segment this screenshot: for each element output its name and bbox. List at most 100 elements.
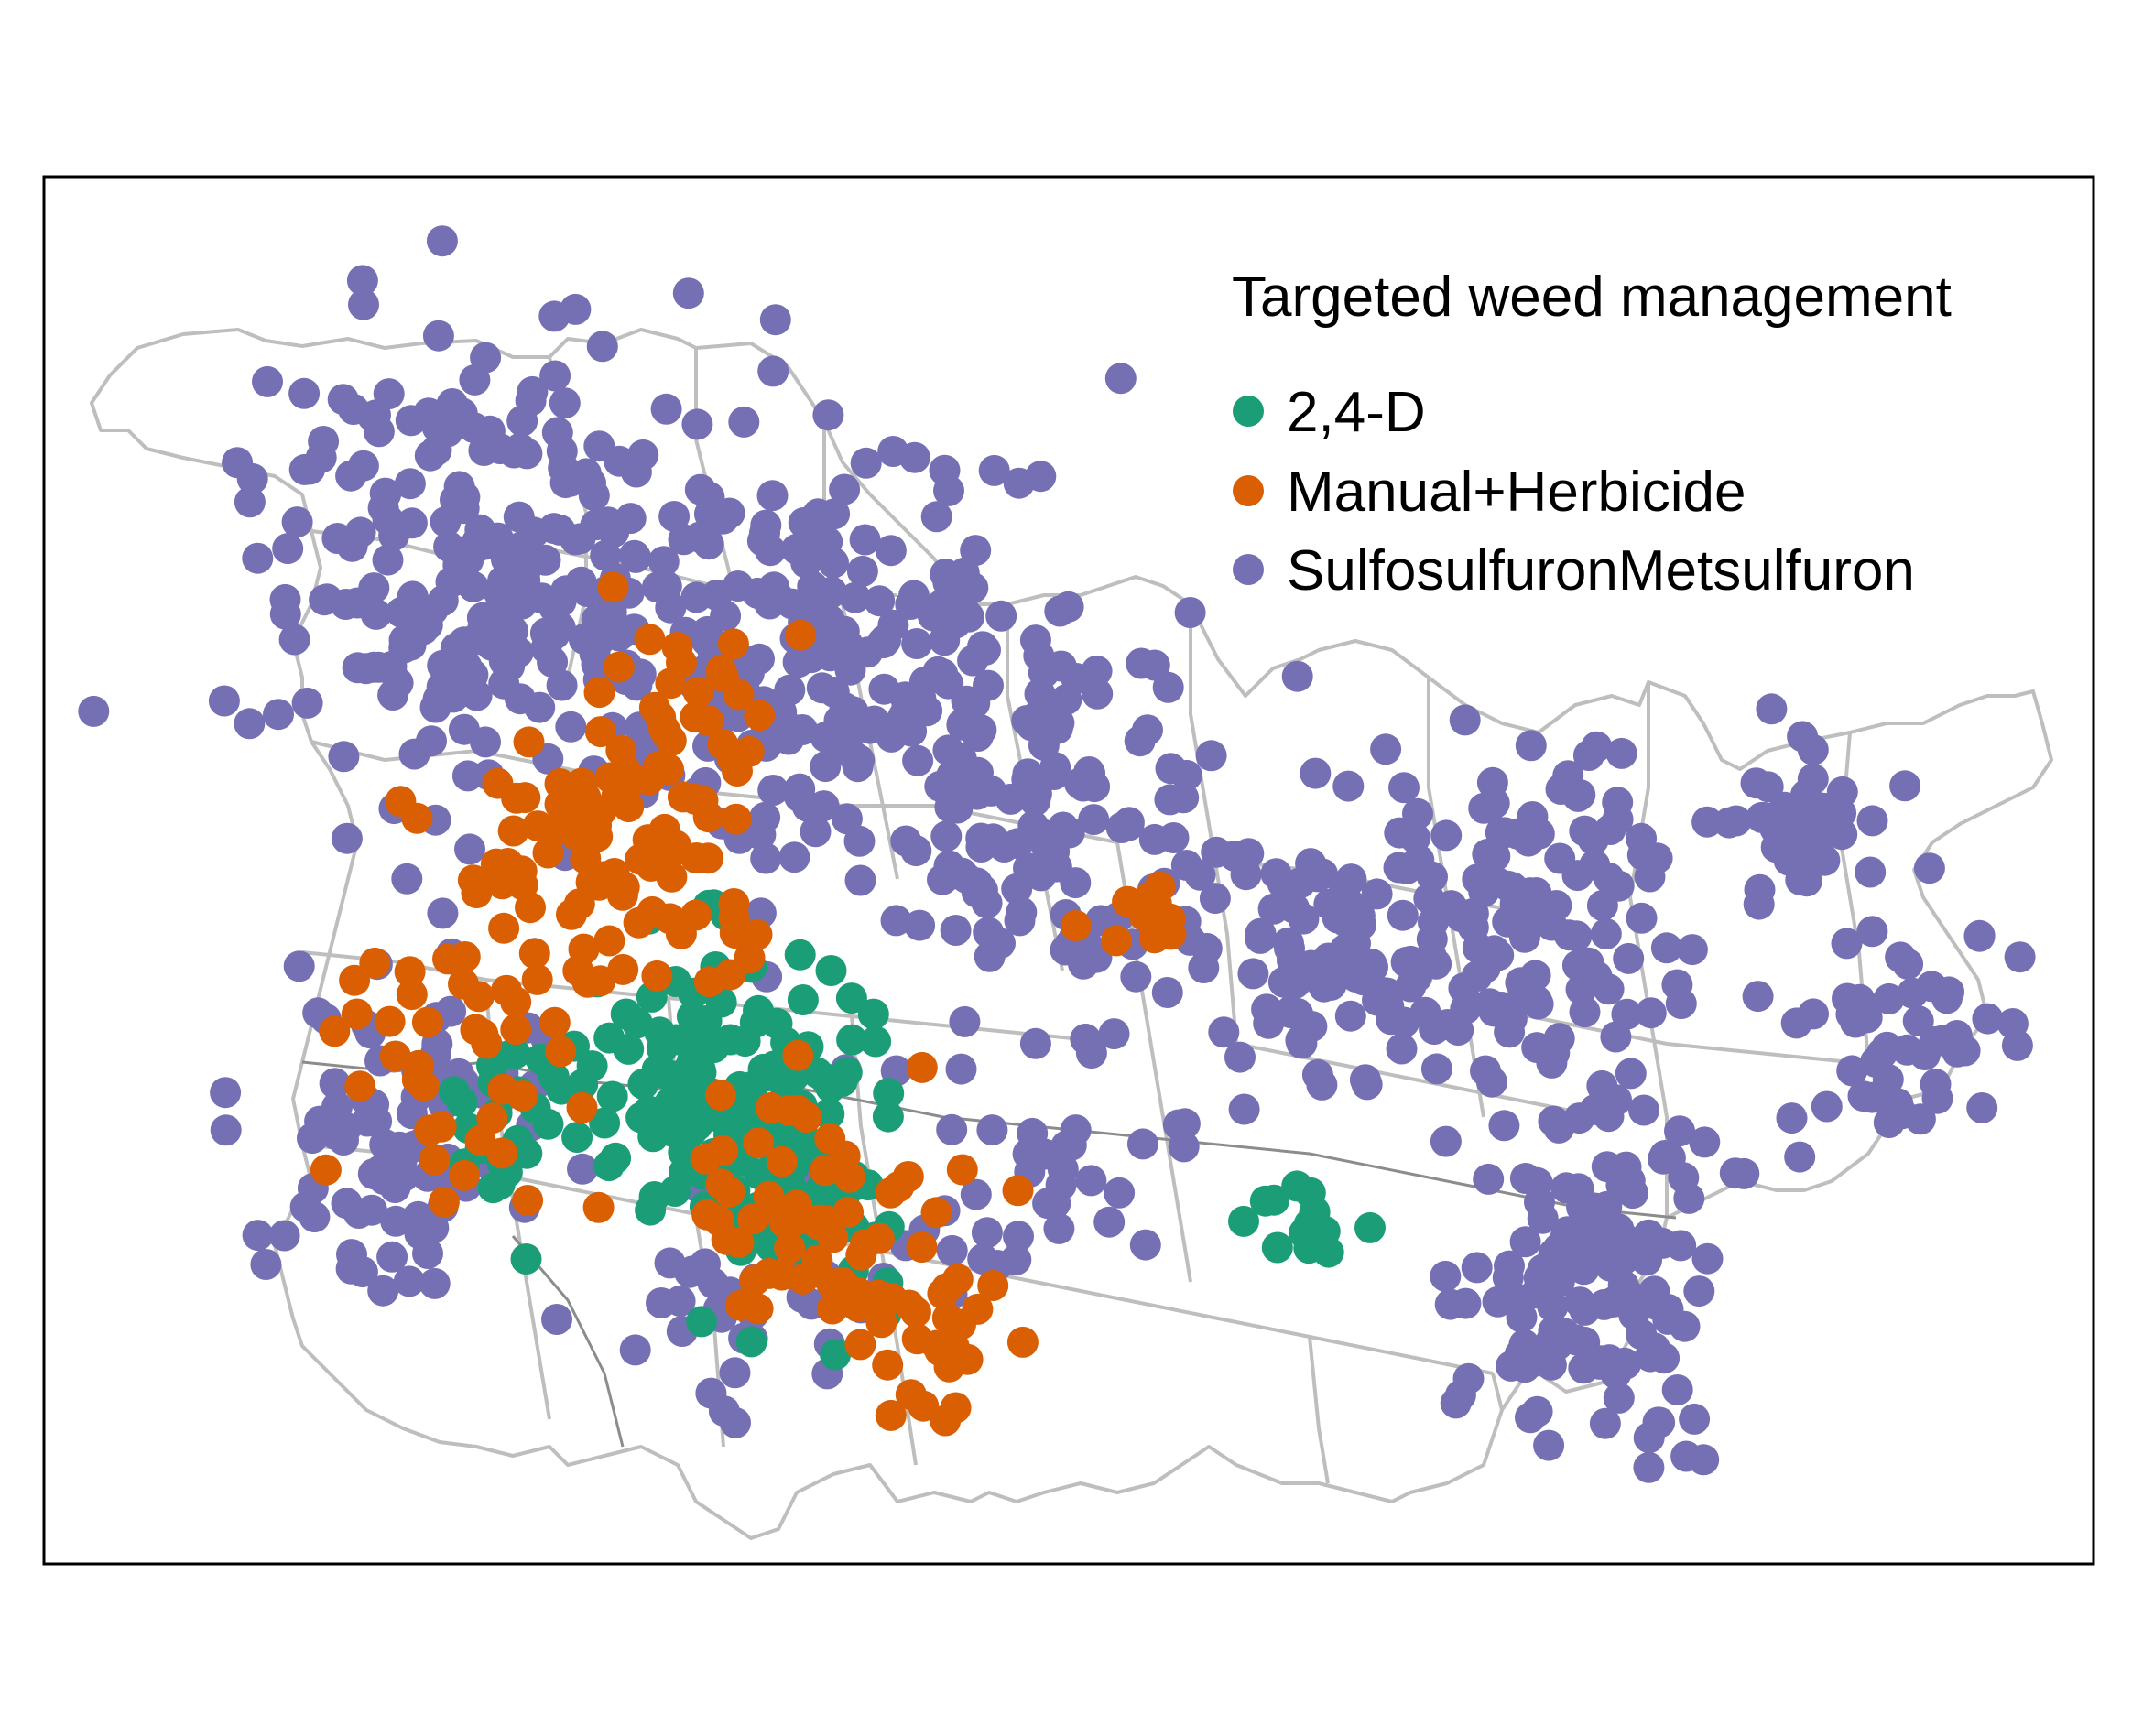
farm-point <box>762 580 794 613</box>
farm-point <box>1825 797 1857 829</box>
farm-point <box>1776 1102 1808 1134</box>
farm-point <box>872 1101 904 1133</box>
farm-point <box>1152 671 1184 703</box>
farm-point <box>328 741 360 773</box>
farm-point <box>1603 1382 1635 1414</box>
farm-point <box>1251 993 1283 1025</box>
farm-point <box>586 867 618 898</box>
farm-point <box>515 385 547 417</box>
farm-point <box>805 585 837 616</box>
farm-point <box>632 824 664 856</box>
farm-point <box>610 754 641 787</box>
farm-point <box>491 974 522 1006</box>
legend-title: Targeted weed management <box>1232 266 1952 329</box>
farm-point <box>1299 1199 1331 1230</box>
farm-point <box>78 695 110 727</box>
farm-point <box>691 1199 723 1231</box>
farm-point <box>930 820 963 852</box>
farm-point <box>1811 1090 1843 1123</box>
farm-point <box>1593 862 1625 894</box>
farm-point <box>476 1102 508 1134</box>
farm-point <box>1430 1125 1462 1157</box>
farm-point <box>766 1145 798 1177</box>
farm-point <box>1245 917 1277 949</box>
farm-point <box>1448 972 1480 1004</box>
farm-point <box>1496 1350 1527 1382</box>
farm-point <box>843 825 876 857</box>
farm-point <box>1306 1069 1338 1101</box>
farm-point <box>1430 1260 1462 1292</box>
farm-point <box>684 473 716 505</box>
farm-point <box>1151 977 1183 1008</box>
farm-point <box>1913 852 1945 884</box>
farm-point <box>374 1005 406 1037</box>
farm-point <box>1233 838 1265 870</box>
farm-point <box>379 1040 411 1072</box>
farm-point <box>1351 1069 1383 1101</box>
farm-point <box>1260 858 1292 890</box>
farm-point <box>1417 906 1449 938</box>
farm-point <box>470 342 502 374</box>
farm-point <box>1104 1177 1136 1209</box>
legend-label-sulfosulfuron-metsulfuron: SulfosulfuronMetsulfuron <box>1287 539 1915 602</box>
farm-point <box>1390 946 1422 978</box>
farm-point <box>929 454 961 486</box>
farm-point <box>724 1289 756 1321</box>
farm-point <box>797 511 829 543</box>
legend-key-manual-herbicide <box>1233 475 1264 506</box>
farm-point <box>576 1050 608 1082</box>
farm-point <box>695 1377 727 1409</box>
farm-point <box>1301 861 1333 893</box>
farm-point <box>815 955 847 986</box>
district-line <box>1308 1336 1330 1484</box>
farm-point <box>1784 1141 1816 1173</box>
farm-point <box>1474 988 1506 1020</box>
farm-point <box>538 513 570 545</box>
farm-point <box>1494 1016 1526 1048</box>
farm-point <box>346 265 378 297</box>
farm-point <box>1679 1403 1711 1435</box>
farm-point <box>538 1006 571 1038</box>
farm-point <box>1840 1006 1871 1038</box>
farm-point <box>432 943 463 975</box>
farm-point <box>1047 811 1079 843</box>
farm-point <box>876 721 908 753</box>
farm-point <box>1521 1166 1553 1199</box>
farm-point <box>641 960 673 992</box>
farm-point <box>1860 1046 1891 1078</box>
farm-point <box>1461 1252 1493 1284</box>
farm-point <box>578 480 610 512</box>
farm-point <box>1661 1374 1693 1405</box>
farm-point <box>1897 977 1929 1009</box>
farm-point <box>753 1257 785 1289</box>
farm-point <box>1611 998 1643 1030</box>
farm-point <box>1593 973 1625 1005</box>
farm-point <box>1921 1082 1953 1114</box>
farm-point <box>427 649 459 681</box>
farm-point <box>1931 982 1963 1014</box>
farm-point <box>1043 1212 1075 1244</box>
farm-point <box>1174 597 1206 628</box>
farm-point <box>1332 770 1365 802</box>
farm-point <box>1613 942 1645 974</box>
farm-point <box>236 462 268 494</box>
farm-point <box>396 979 428 1011</box>
legend-item-24d: 2,4-D <box>1233 381 1426 444</box>
farm-point <box>1081 655 1113 687</box>
farm-point <box>510 1243 542 1275</box>
farm-point <box>921 1329 953 1362</box>
farm-point <box>1691 806 1724 838</box>
farm-point <box>1673 1182 1705 1214</box>
farm-point <box>1608 1222 1640 1254</box>
farm-point <box>1195 740 1227 772</box>
farm-point <box>1509 1226 1541 1258</box>
farm-point <box>857 998 889 1030</box>
farm-point <box>1797 733 1829 765</box>
farm-point <box>1258 1184 1290 1216</box>
farm-point <box>883 1171 915 1202</box>
farm-point <box>946 1154 978 1186</box>
farm-point <box>1605 737 1637 769</box>
farm-point <box>580 509 612 541</box>
farm-point <box>1742 981 1774 1013</box>
farm-point <box>1101 925 1132 957</box>
